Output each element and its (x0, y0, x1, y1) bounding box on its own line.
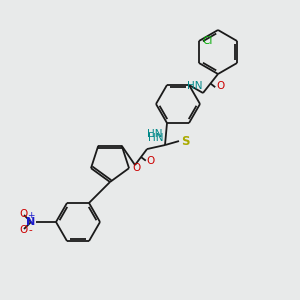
Text: O: O (20, 225, 28, 235)
Text: Cl: Cl (202, 36, 212, 46)
Text: S: S (181, 135, 190, 148)
Text: HN: HN (187, 81, 202, 91)
Text: O: O (216, 81, 224, 91)
Text: O: O (147, 156, 155, 166)
Text: N: N (26, 217, 35, 227)
Text: HN: HN (148, 129, 163, 139)
Text: -: - (28, 225, 32, 235)
Text: +: + (28, 212, 35, 220)
Text: O: O (20, 209, 28, 219)
Text: HN: HN (148, 133, 164, 143)
Text: O: O (132, 163, 140, 173)
